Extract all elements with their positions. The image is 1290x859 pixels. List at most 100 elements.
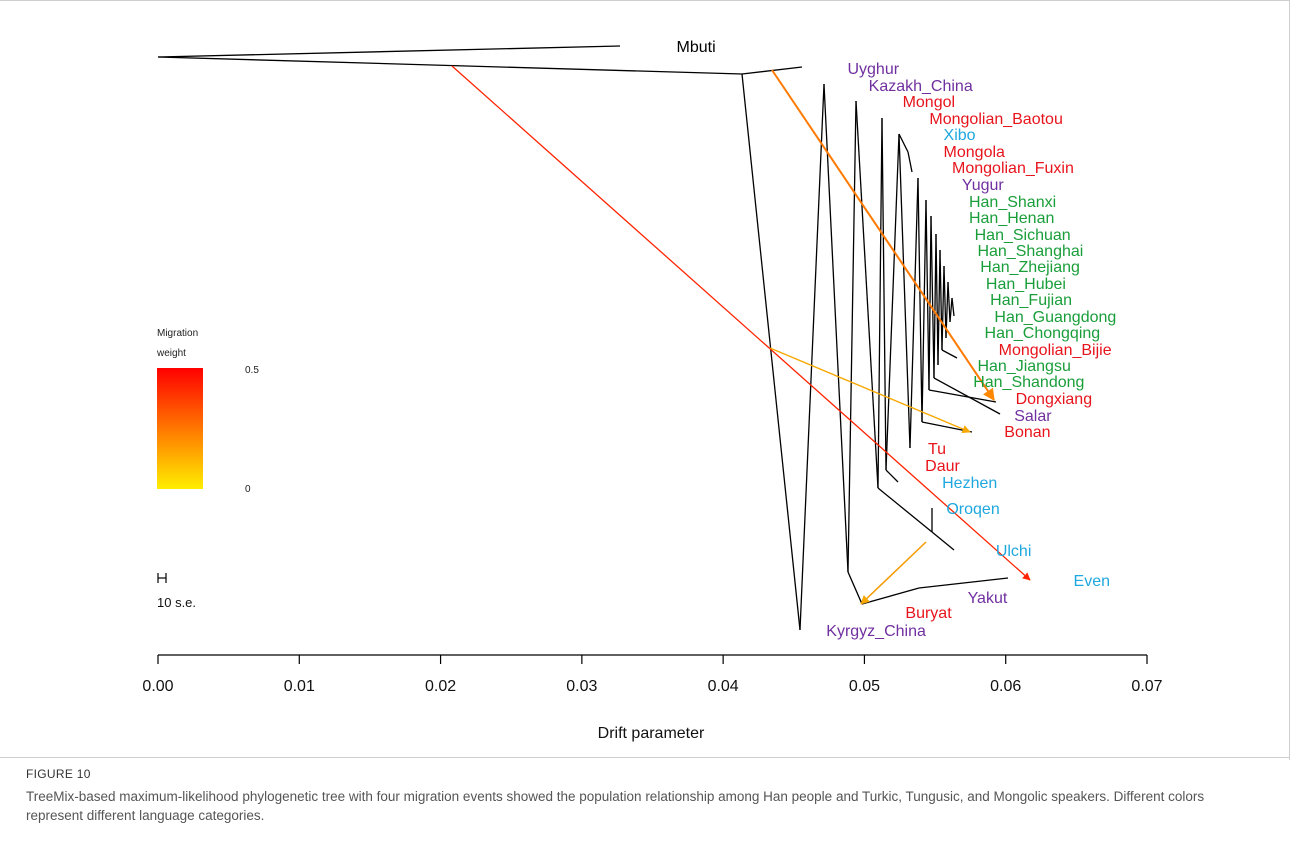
population-label: Han_Chongqing bbox=[985, 325, 1101, 342]
migration-arrows bbox=[451, 65, 1031, 605]
population-label: Salar bbox=[1014, 408, 1052, 425]
population-label: Mongolian_Bijie bbox=[999, 342, 1112, 359]
tree-edge bbox=[947, 281, 951, 323]
tree-edge bbox=[885, 469, 899, 483]
population-label: Han_Fujian bbox=[990, 292, 1072, 309]
tree-edge bbox=[157, 45, 621, 58]
tree-edge bbox=[949, 297, 953, 323]
population-label: Buryat bbox=[905, 605, 952, 622]
tree-edge bbox=[898, 133, 909, 153]
population-label: Han_Zhejiang bbox=[980, 259, 1080, 276]
population-label: Mbuti bbox=[677, 39, 716, 56]
tree-edge bbox=[847, 100, 857, 573]
population-label: Han_Hubei bbox=[986, 276, 1066, 293]
tree-edge bbox=[941, 265, 945, 351]
population-label: Bonan bbox=[1004, 424, 1050, 441]
tree-edge bbox=[928, 215, 932, 391]
tree-edge bbox=[855, 100, 879, 489]
population-label: Kazakh_China bbox=[869, 78, 973, 95]
tree-edge bbox=[877, 487, 933, 533]
tree-edge bbox=[157, 56, 743, 75]
figure-caption: TreeMix-based maximum-likelihood phyloge… bbox=[26, 789, 1205, 823]
population-label: Yakut bbox=[968, 590, 1008, 607]
scale-bar-label: 10 s.e. bbox=[157, 595, 196, 610]
tree-edge bbox=[935, 233, 939, 366]
tree-edge bbox=[898, 133, 911, 449]
tree-edge bbox=[847, 571, 863, 605]
population-label: Hezhen bbox=[942, 475, 997, 492]
population-label: Ulchi bbox=[996, 543, 1032, 560]
tree-edge bbox=[921, 421, 973, 433]
x-tick-label: 0.03 bbox=[566, 678, 597, 695]
x-tick-label: 0.06 bbox=[990, 678, 1021, 695]
tree-edges bbox=[157, 45, 1009, 631]
x-tick-label: 0.04 bbox=[708, 678, 739, 695]
legend-min-label: 0 bbox=[245, 484, 251, 495]
population-label: Han_Shanghai bbox=[977, 243, 1083, 260]
population-label: Han_Guangdong bbox=[994, 309, 1116, 326]
legend-title-line1: Migration bbox=[157, 328, 198, 339]
population-label: Daur bbox=[925, 458, 960, 475]
population-label: Dongxiang bbox=[1016, 391, 1092, 408]
population-label: Kyrgyz_China bbox=[826, 623, 926, 640]
legend-max-label: 0.5 bbox=[245, 365, 259, 376]
tree-edge bbox=[877, 117, 883, 489]
tree-edge bbox=[823, 83, 849, 573]
tree-edge bbox=[931, 531, 955, 551]
x-tick-label: 0.01 bbox=[284, 678, 315, 695]
migration-weight-legend: Migration weight 0.5 0 bbox=[156, 328, 259, 495]
x-tick-label: 0.02 bbox=[425, 678, 456, 695]
tree-edge bbox=[939, 249, 943, 351]
tree-edge bbox=[930, 215, 935, 379]
population-label: Mongola bbox=[944, 144, 1005, 161]
migration-arrow-kyrgyz bbox=[860, 541, 927, 605]
migration-arrow-dongxiang bbox=[771, 69, 995, 401]
population-label: Yugur bbox=[962, 177, 1004, 194]
tree-edge bbox=[741, 73, 801, 631]
tree-edge bbox=[885, 133, 900, 471]
population-label: Tu bbox=[928, 441, 946, 458]
figure-label: FIGURE 10 bbox=[26, 767, 91, 781]
tree-edge bbox=[941, 349, 958, 359]
tree-edge bbox=[951, 297, 955, 317]
legend-title-line2: weight bbox=[156, 348, 186, 359]
tree-edge bbox=[907, 151, 913, 173]
tree-edge bbox=[881, 117, 887, 471]
population-label: Han_Shanxi bbox=[969, 194, 1056, 211]
migration-arrow-tu bbox=[769, 347, 971, 433]
population-label: Han_Sichuan bbox=[975, 227, 1071, 244]
x-axis-title: Drift parameter bbox=[598, 725, 705, 742]
scale-bar: 10 s.e. bbox=[157, 573, 196, 610]
tree-edge bbox=[933, 377, 1001, 415]
population-label: Han_Shandong bbox=[973, 374, 1084, 391]
population-label: Han_Jiangsu bbox=[977, 358, 1070, 375]
population-label: Mongol bbox=[903, 94, 955, 111]
population-label: Mongolian_Baotou bbox=[929, 111, 1062, 128]
population-label: Uyghur bbox=[847, 61, 899, 78]
population-label: Oroqen bbox=[946, 501, 999, 518]
tree-edge bbox=[909, 177, 919, 449]
tree-edge bbox=[861, 587, 920, 605]
population-label: Xibo bbox=[944, 127, 976, 144]
tree-edge bbox=[918, 577, 1009, 589]
tree-edge bbox=[937, 249, 941, 366]
x-tick-label: 0.07 bbox=[1131, 678, 1162, 695]
tree-edge bbox=[799, 83, 825, 631]
tree-edge bbox=[943, 265, 947, 339]
migration-arrow-even bbox=[451, 65, 1031, 581]
tree-edge bbox=[933, 233, 937, 379]
treemix-chart: MbutiUyghurKazakh_ChinaMongolMongolian_B… bbox=[0, 0, 1290, 760]
x-tick-label: 0.05 bbox=[849, 678, 880, 695]
legend-color-ramp bbox=[157, 368, 203, 489]
population-labels: MbutiUyghurKazakh_ChinaMongolMongolian_B… bbox=[677, 39, 1117, 640]
x-axis: 0.00 0.01 0.02 0.03 0.04 0.05 0.06 0.07 bbox=[142, 654, 1163, 695]
tree-edge bbox=[917, 177, 923, 423]
population-label: Han_Henan bbox=[969, 210, 1054, 227]
tree-edge bbox=[925, 199, 930, 391]
x-tick-label: 0.00 bbox=[142, 678, 173, 695]
population-label: Even bbox=[1074, 573, 1110, 590]
tree-edge bbox=[921, 199, 927, 423]
population-label: Mongolian_Fuxin bbox=[952, 160, 1074, 177]
tree-edge bbox=[928, 389, 997, 403]
